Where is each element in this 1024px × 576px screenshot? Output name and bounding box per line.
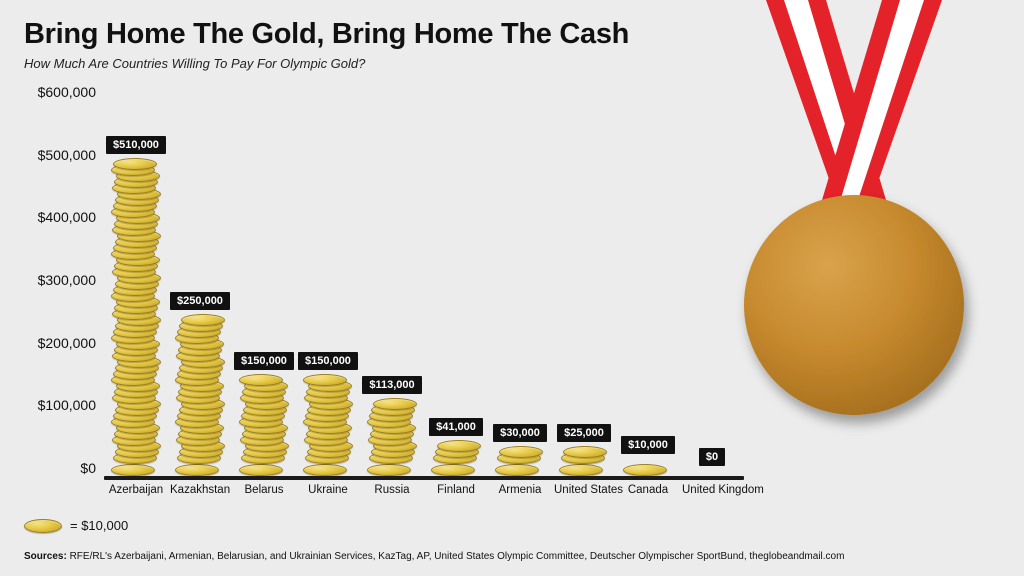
coin-stack <box>434 446 478 476</box>
coin-stack <box>242 380 286 476</box>
y-tick: $500,000 <box>38 147 96 163</box>
page-title: Bring Home The Gold, Bring Home The Cash <box>24 18 629 51</box>
coin-icon <box>239 374 283 386</box>
x-label: Ukraine <box>298 484 358 496</box>
coin-icon <box>373 398 417 410</box>
coin-stack <box>114 164 158 476</box>
coin-stack <box>562 452 606 476</box>
y-tick: $300,000 <box>38 272 96 288</box>
x-label: Finland <box>426 484 486 496</box>
value-label: $250,000 <box>170 292 230 310</box>
medal-icon <box>714 0 994 460</box>
bar-chart: $0 $100,000 $200,000 $300,000 $400,000 $500,0… <box>24 100 744 500</box>
sources-line: Sources: RFE/RL's Azerbaijani, Armenian,… <box>24 551 844 562</box>
coin-icon <box>111 464 155 476</box>
bar-column: $510,000 <box>106 164 166 476</box>
coin-stack <box>178 320 222 476</box>
y-tick: $200,000 <box>38 335 96 351</box>
plot-area: $510,000$250,000$150,000$150,000$113,000… <box>104 100 744 480</box>
x-label: Belarus <box>234 484 294 496</box>
value-label: $150,000 <box>298 352 358 370</box>
value-label: $10,000 <box>621 436 675 454</box>
value-label: $510,000 <box>106 136 166 154</box>
coin-icon <box>113 158 157 170</box>
coin-icon <box>24 519 62 533</box>
ribbon <box>766 0 942 250</box>
legend: = $10,000 <box>24 518 128 533</box>
coin-icon <box>499 446 543 458</box>
y-tick: $0 <box>80 460 96 476</box>
value-label: $113,000 <box>362 376 421 394</box>
coin-icon <box>175 464 219 476</box>
y-tick: $100,000 <box>38 397 96 413</box>
y-axis: $0 $100,000 $200,000 $300,000 $400,000 $500,0… <box>24 100 102 480</box>
bar-column: $150,000 <box>234 380 294 476</box>
bar-column: $150,000 <box>298 380 358 476</box>
sources-prefix: Sources: <box>24 551 67 562</box>
coin-icon <box>437 440 481 452</box>
coin-icon <box>431 464 475 476</box>
y-tick: $400,000 <box>38 209 96 225</box>
coin-icon <box>303 374 347 386</box>
coin-icon <box>563 446 607 458</box>
coin-stack <box>498 452 542 476</box>
coin-icon <box>239 464 283 476</box>
medal-disc <box>744 195 964 415</box>
legend-text: = $10,000 <box>70 518 128 533</box>
bar-column: $113,000 <box>362 404 422 476</box>
sources-text: RFE/RL's Azerbaijani, Armenian, Belarusi… <box>70 551 845 562</box>
bar-column: $30,000 <box>490 452 550 476</box>
value-label: $150,000 <box>234 352 294 370</box>
page-subtitle: How Much Are Countries Willing To Pay Fo… <box>24 56 365 71</box>
baseline <box>104 476 744 480</box>
value-label: $30,000 <box>493 424 547 442</box>
coin-icon <box>181 314 225 326</box>
x-label: Azerbaijan <box>106 484 166 496</box>
x-axis-labels: Azerbaijan Kazakhstan Belarus Ukraine Russia… <box>104 484 744 496</box>
x-label: Kazakhstan <box>170 484 230 496</box>
coin-icon <box>303 464 347 476</box>
y-tick: $600,000 <box>38 84 96 100</box>
x-label: Canada <box>618 484 678 496</box>
bars-container: $510,000$250,000$150,000$150,000$113,000… <box>104 100 744 476</box>
bar-column: $250,000 <box>170 320 230 476</box>
coin-stack <box>306 380 350 476</box>
value-label: $25,000 <box>557 424 611 442</box>
x-label: United Kingdom <box>682 484 742 496</box>
x-label: United States <box>554 484 614 496</box>
bar-column: $10,000 <box>618 464 678 476</box>
coin-stack <box>626 464 670 476</box>
bar-column: $25,000 <box>554 452 614 476</box>
coin-icon <box>367 464 411 476</box>
value-label: $0 <box>699 448 725 466</box>
x-label: Russia <box>362 484 422 496</box>
x-label: Armenia <box>490 484 550 496</box>
value-label: $41,000 <box>429 418 483 436</box>
coin-stack <box>370 404 414 476</box>
bar-column: $41,000 <box>426 446 486 476</box>
coin-icon <box>623 464 667 476</box>
coin-icon <box>495 464 539 476</box>
coin-icon <box>559 464 603 476</box>
